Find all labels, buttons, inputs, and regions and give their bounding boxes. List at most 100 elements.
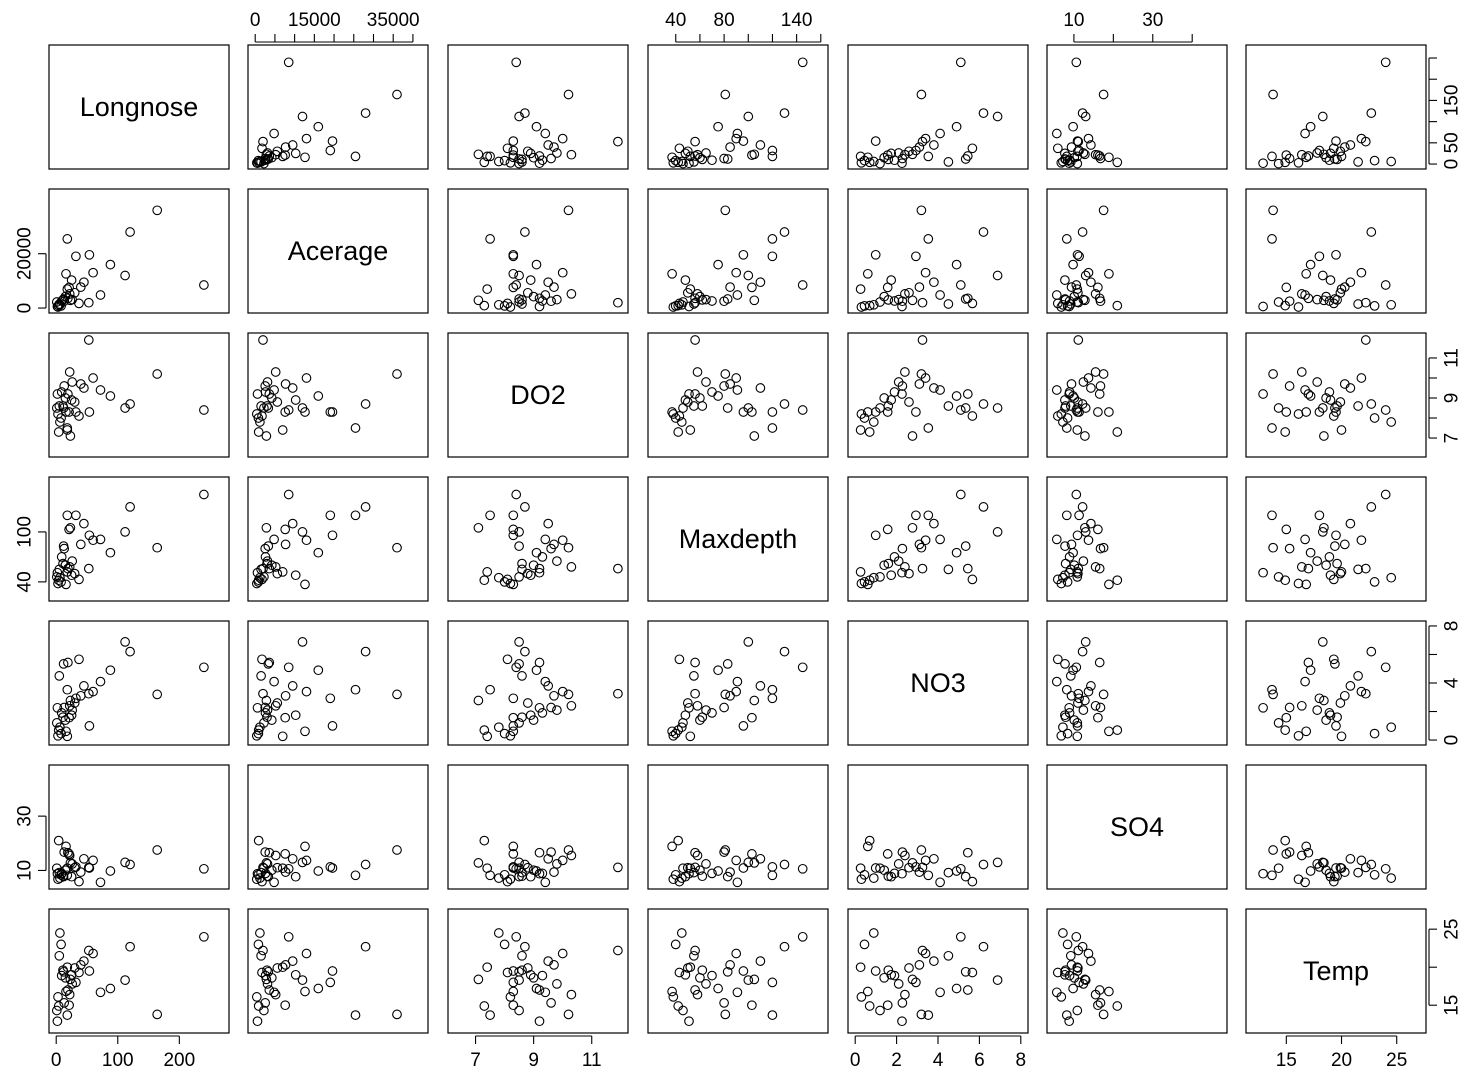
data-point-10 xyxy=(690,945,700,956)
data-point-8 xyxy=(1267,684,1277,695)
data-point-8 xyxy=(767,870,778,881)
data-point-24 xyxy=(522,568,533,579)
data-point-31 xyxy=(1296,149,1307,160)
data-point-24 xyxy=(522,862,533,873)
data-point-5 xyxy=(534,702,545,713)
data-point-4 xyxy=(74,876,84,887)
data-point-11 xyxy=(667,152,677,163)
data-point-18 xyxy=(256,401,266,411)
panel-frame xyxy=(247,188,429,314)
data-point-18 xyxy=(54,950,65,961)
data-point-14 xyxy=(1080,431,1090,441)
panel-do2-vs-no3 xyxy=(847,332,1029,458)
data-point-10 xyxy=(613,688,623,699)
data-point-29 xyxy=(1324,155,1335,166)
data-point-8 xyxy=(1267,870,1277,881)
data-point-6 xyxy=(95,877,106,888)
tick-label: 0 xyxy=(850,1050,861,1071)
data-point-21 xyxy=(879,393,890,403)
data-point-9 xyxy=(51,403,62,413)
data-point-6 xyxy=(1300,534,1310,545)
data-point-3 xyxy=(962,389,973,399)
data-point-7 xyxy=(1098,689,1109,700)
data-point-9 xyxy=(1273,572,1284,582)
data-point-26 xyxy=(955,489,966,500)
data-point-34 xyxy=(262,558,272,569)
data-point-22 xyxy=(79,518,89,529)
data-point-21 xyxy=(1069,972,1080,983)
data-point-26 xyxy=(1380,863,1391,874)
data-point-12 xyxy=(911,977,921,988)
data-point-17 xyxy=(290,570,301,581)
data-point-13 xyxy=(882,524,893,535)
data-point-14 xyxy=(749,149,760,160)
data-point-23 xyxy=(105,259,116,270)
data-point-23 xyxy=(531,547,542,558)
data-point-30 xyxy=(1077,941,1088,952)
data-point-31 xyxy=(64,850,75,861)
data-point-30 xyxy=(779,941,790,952)
data-point-15 xyxy=(855,284,866,294)
data-point-24 xyxy=(904,287,914,298)
panel-frame xyxy=(847,188,1029,314)
panel-frame xyxy=(48,908,230,1034)
data-point-10 xyxy=(258,136,268,147)
data-point-26 xyxy=(511,57,522,68)
data-point-18 xyxy=(1065,671,1076,681)
data-point-20 xyxy=(253,939,264,950)
data-point-28 xyxy=(557,948,568,959)
data-point-28 xyxy=(1083,535,1094,546)
panel-frame xyxy=(647,188,829,314)
data-point-17 xyxy=(680,710,691,721)
panel-frame xyxy=(48,620,230,746)
tick-label: 7 xyxy=(470,1050,481,1071)
data-point-16 xyxy=(743,111,754,122)
panel-frame xyxy=(847,44,1029,170)
tick-label: 0 xyxy=(51,1050,62,1071)
panel-frame xyxy=(447,764,629,890)
data-point-1 xyxy=(960,966,971,977)
data-point-30 xyxy=(520,108,530,118)
data-point-24 xyxy=(682,287,693,298)
data-point-33 xyxy=(1066,379,1077,389)
data-point-11 xyxy=(862,268,873,279)
data-point-28 xyxy=(557,686,568,697)
data-point-15 xyxy=(277,567,288,577)
panel-frame xyxy=(247,44,429,170)
data-point-34 xyxy=(58,712,68,723)
data-point-21 xyxy=(1321,865,1331,876)
data-point-13 xyxy=(280,712,291,723)
data-point-32 xyxy=(53,835,64,846)
panel-temp-vs-acerage xyxy=(247,908,429,1034)
data-point-34 xyxy=(883,558,894,569)
data-point-13 xyxy=(64,1000,74,1011)
data-point-4 xyxy=(1328,654,1339,665)
data-point-13 xyxy=(1281,150,1292,160)
data-point-9 xyxy=(875,1005,885,1016)
data-point-8 xyxy=(1061,1010,1072,1020)
panel-do2-vs-longnose xyxy=(48,332,230,458)
tick-label: 150 xyxy=(1442,85,1463,117)
data-point-33 xyxy=(914,539,925,550)
data-point-15 xyxy=(482,567,493,577)
data-point-32 xyxy=(673,157,684,168)
data-point-11 xyxy=(862,407,873,417)
data-point-8 xyxy=(767,151,778,162)
data-point-22 xyxy=(1086,140,1096,150)
data-point-6 xyxy=(540,987,551,998)
data-point-26 xyxy=(283,489,294,500)
data-point-3 xyxy=(63,657,73,668)
data-point-29 xyxy=(537,868,548,879)
data-point-16 xyxy=(743,637,754,647)
data-point-33 xyxy=(1339,379,1350,389)
data-point-2 xyxy=(508,966,519,976)
data-point-22 xyxy=(1086,277,1096,288)
data-point-32 xyxy=(1280,575,1291,586)
data-point-28 xyxy=(731,267,742,278)
data-point-24 xyxy=(1073,698,1083,708)
data-point-23 xyxy=(531,665,542,676)
panel-frame xyxy=(447,44,629,170)
data-point-15 xyxy=(277,151,288,162)
data-point-7 xyxy=(720,1009,731,1020)
